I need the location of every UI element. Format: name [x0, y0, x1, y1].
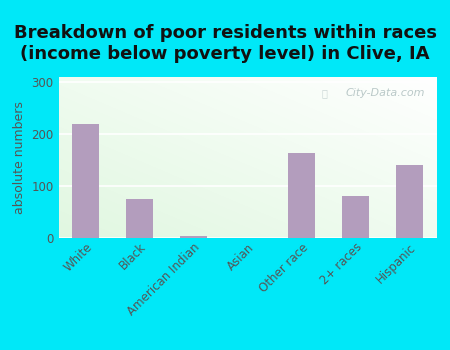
Bar: [72, 124, 99, 238]
Text: Breakdown of poor residents within races
(income below poverty level) in Clive, : Breakdown of poor residents within races…: [14, 25, 436, 63]
Bar: [342, 196, 369, 238]
Bar: [396, 165, 423, 238]
Bar: [180, 237, 207, 238]
Text: City-Data.com: City-Data.com: [346, 88, 425, 98]
Bar: [288, 153, 315, 238]
Y-axis label: absolute numbers: absolute numbers: [13, 101, 26, 214]
Bar: [126, 199, 153, 238]
Text: 🔍: 🔍: [321, 88, 327, 98]
